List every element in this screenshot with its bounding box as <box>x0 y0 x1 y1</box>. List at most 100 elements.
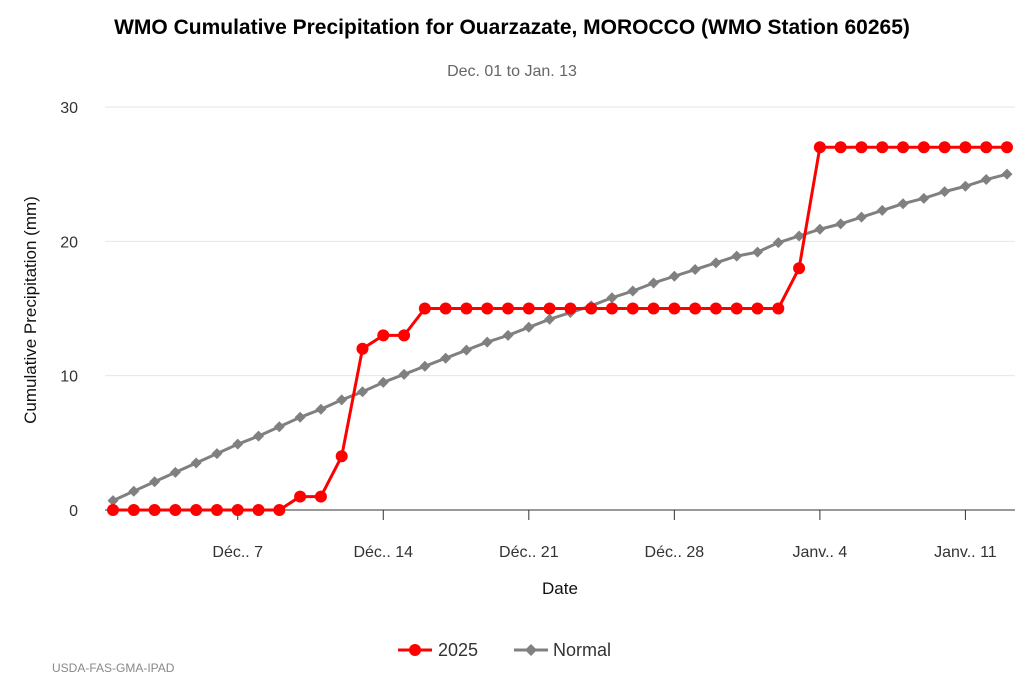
data-point-normal <box>481 336 493 348</box>
data-point-normal <box>793 230 805 242</box>
credit-text: USDA-FAS-GMA-IPAD <box>52 661 175 675</box>
legend-marker-2025 <box>409 644 421 656</box>
data-point-normal <box>315 403 327 415</box>
y-tick-label: 0 <box>69 503 78 520</box>
data-point-2025 <box>772 302 785 315</box>
data-point-normal <box>294 411 306 423</box>
data-point-normal <box>502 329 514 341</box>
data-point-2025 <box>668 302 681 315</box>
legend: 2025 Normal <box>398 640 611 660</box>
data-point-2025 <box>751 302 764 315</box>
series-layer <box>107 141 1013 516</box>
data-point-2025 <box>834 141 847 154</box>
data-point-normal <box>169 466 181 478</box>
data-point-normal <box>523 321 535 333</box>
legend-marker-normal <box>525 644 537 656</box>
data-point-2025 <box>709 302 722 315</box>
data-point-normal <box>211 448 223 460</box>
data-point-2025 <box>107 504 119 516</box>
legend-item-2025[interactable]: 2025 <box>398 640 478 660</box>
data-point-2025 <box>314 490 327 503</box>
data-point-2025 <box>938 141 951 154</box>
data-point-normal <box>772 237 784 249</box>
data-point-normal <box>752 246 764 258</box>
data-point-normal <box>606 292 618 304</box>
legend-label-2025: 2025 <box>438 640 478 660</box>
data-point-2025 <box>231 504 244 516</box>
data-point-normal <box>876 204 888 216</box>
data-point-2025 <box>502 302 515 315</box>
y-axis-ticks: 0 10 20 30 <box>60 100 78 520</box>
data-point-normal <box>460 344 472 356</box>
x-axis-title: Date <box>542 579 578 598</box>
y-tick-label: 20 <box>60 234 78 251</box>
grid-lines <box>105 106 1015 377</box>
data-point-normal <box>689 264 701 276</box>
data-point-2025 <box>294 490 307 503</box>
x-axis: Déc.. 7 Déc.. 14 Déc.. 21 Déc.. 28 Janv.. 4 J… <box>105 509 1015 561</box>
x-tick-label: Déc.. 14 <box>353 544 413 561</box>
data-point-2025 <box>356 342 369 355</box>
y-axis-title: Cumulative Precipitation (mm) <box>21 196 40 424</box>
chart-subtitle: Dec. 01 to Jan. 13 <box>447 63 577 80</box>
data-point-2025 <box>626 302 639 315</box>
data-point-2025 <box>564 302 577 315</box>
data-point-normal <box>440 352 452 364</box>
data-point-2025 <box>148 504 161 516</box>
data-point-normal <box>1001 168 1013 180</box>
data-point-normal <box>356 386 368 398</box>
data-point-2025 <box>959 141 972 154</box>
data-point-2025 <box>398 329 411 342</box>
data-point-normal <box>648 277 660 289</box>
data-point-2025 <box>876 141 889 154</box>
legend-item-normal[interactable]: Normal <box>514 640 611 660</box>
x-tick-label: Janv.. 4 <box>792 544 847 561</box>
data-point-normal <box>232 438 244 450</box>
x-tick-label: Janv.. 11 <box>934 544 997 561</box>
data-point-normal <box>855 211 867 223</box>
data-point-2025 <box>855 141 868 154</box>
data-point-2025 <box>252 504 265 516</box>
data-point-normal <box>668 270 680 282</box>
data-point-normal <box>419 360 431 372</box>
data-point-normal <box>190 457 202 469</box>
data-point-2025 <box>793 262 806 275</box>
data-point-normal <box>835 218 847 230</box>
data-point-2025 <box>169 504 182 516</box>
x-tick-label: Déc.. 7 <box>212 544 263 561</box>
data-point-2025 <box>897 141 910 154</box>
data-point-2025 <box>605 302 618 315</box>
data-point-2025 <box>460 302 473 315</box>
data-point-2025 <box>439 302 452 315</box>
data-point-normal <box>897 198 909 210</box>
chart-title: WMO Cumulative Precipitation for Ouarzaz… <box>114 16 910 39</box>
data-point-2025 <box>813 141 826 154</box>
data-point-2025 <box>210 504 223 516</box>
data-point-normal <box>253 430 265 442</box>
legend-label-normal: Normal <box>553 640 611 660</box>
y-tick-label: 10 <box>60 369 78 386</box>
data-point-normal <box>939 186 951 198</box>
data-point-2025 <box>127 504 140 516</box>
y-tick-label: 30 <box>60 100 78 117</box>
data-point-2025 <box>730 302 743 315</box>
data-point-normal <box>128 485 140 497</box>
data-point-normal <box>710 257 722 269</box>
data-point-normal <box>544 313 556 325</box>
data-point-2025 <box>980 141 993 154</box>
data-point-normal <box>918 192 930 204</box>
series-normal <box>107 168 1013 507</box>
data-point-normal <box>980 174 992 186</box>
data-point-2025 <box>585 302 598 315</box>
data-point-normal <box>336 394 348 406</box>
data-point-normal <box>627 285 639 297</box>
data-point-2025 <box>377 329 390 342</box>
data-point-2025 <box>418 302 431 315</box>
data-point-normal <box>377 376 389 388</box>
data-point-2025 <box>543 302 556 315</box>
data-point-normal <box>814 223 826 235</box>
series-line-normal <box>112 172 1008 502</box>
data-point-normal <box>398 368 410 380</box>
data-point-normal <box>107 495 119 507</box>
